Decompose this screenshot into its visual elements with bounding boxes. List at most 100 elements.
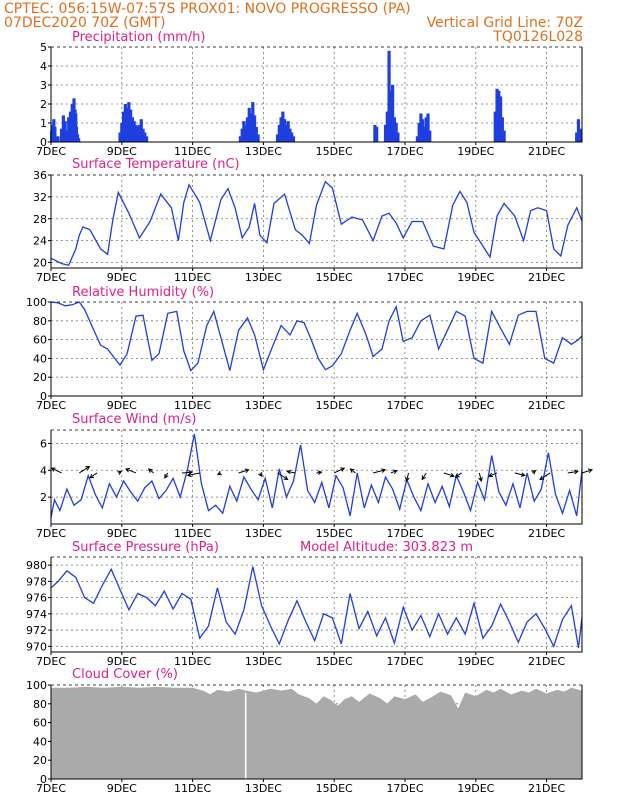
- humidity-xtick-label: 7DEC: [36, 399, 66, 412]
- wind-vector-head: [449, 472, 455, 478]
- temperature-ytick-label: 20: [33, 257, 47, 270]
- precip-bar: [123, 104, 127, 142]
- wind-xtick-label: 21DEC: [528, 527, 565, 540]
- pressure-panel: 970 972 974 976 978 980 7DEC 9DEC 11DEC 13DEC 15DE…: [26, 556, 583, 668]
- wind-vector-head: [258, 472, 263, 478]
- cloud-ytick-label: 60: [33, 717, 47, 730]
- wind-vector-head: [392, 469, 398, 475]
- wind-vector-head: [216, 470, 222, 476]
- cloud-ytick-label: 40: [33, 735, 47, 748]
- precip-ytick-label: 3: [40, 79, 47, 92]
- temperature-ytick-label: 24: [33, 235, 47, 248]
- precip-bar: [254, 126, 258, 142]
- temperature-panel: 20 24 28 32 36 7DEC 9DEC 11DEC 13DEC 15DEC 17DEC 19…: [33, 169, 583, 284]
- precip-bar: [421, 119, 425, 142]
- precip-bar: [118, 132, 122, 142]
- wind-vector-head: [421, 475, 426, 481]
- precip-bar: [291, 136, 296, 142]
- precip-bar: [288, 128, 292, 142]
- precip-bar: [63, 121, 67, 142]
- precip-bar: [139, 119, 143, 142]
- precip-bar: [419, 113, 423, 142]
- wind-vector-head: [587, 468, 593, 474]
- precip-bar: [383, 124, 388, 142]
- precip-bar: [394, 123, 398, 142]
- cloud-frame: [50, 685, 583, 780]
- cloud-xtick-label: 17DEC: [386, 782, 423, 795]
- precip-bar: [373, 124, 377, 142]
- precip-bar: [61, 115, 65, 142]
- precip-bar: [387, 50, 391, 142]
- pressure-xtick-label: 17DEC: [386, 655, 423, 668]
- cloud-xtick-label: 11DEC: [174, 782, 211, 795]
- precip-bar: [68, 111, 73, 142]
- cloud-xtick-label: 21DEC: [528, 782, 565, 795]
- humidity-xtick-label: 19DEC: [457, 399, 494, 412]
- wind-vector-head: [381, 468, 387, 473]
- precip-bar: [129, 109, 133, 142]
- cloud-ytick-label: 20: [33, 754, 47, 767]
- precip-xtick-label: 9DEC: [107, 145, 137, 158]
- precip-bar: [77, 138, 81, 142]
- pressure-frame: [50, 557, 583, 653]
- precip-bar: [244, 124, 248, 142]
- temperature-title: Surface Temperature (nC): [72, 157, 240, 172]
- precip-ytick-label: 5: [40, 41, 47, 54]
- wind-frame: [50, 430, 583, 525]
- pressure-ytick-label: 980: [26, 559, 47, 572]
- wind-vector-head: [117, 470, 123, 475]
- wind-vector: [277, 472, 288, 480]
- precip-ytick-label: 0: [40, 136, 47, 149]
- precip-xtick-label: 15DEC: [316, 145, 353, 158]
- humidity-ytick-label: 100: [26, 296, 47, 309]
- precip-bar: [424, 117, 428, 142]
- temperature-frame: [50, 175, 583, 269]
- wind-vector: [181, 471, 193, 474]
- precip-bar: [130, 117, 135, 142]
- wind-vector-head: [317, 470, 323, 475]
- precip-bar: [67, 117, 71, 142]
- temperature-xtick-label: 13DEC: [245, 271, 282, 284]
- precip-title: Precipitation (mm/h): [72, 30, 205, 45]
- header-model: TQ0126L028: [492, 29, 583, 45]
- header-grid-line: Vertical Grid Line: 70Z: [427, 15, 583, 31]
- wind-vector: [443, 472, 455, 477]
- wind-vector-head: [405, 476, 410, 483]
- precip-ytick-label: 1: [40, 117, 47, 130]
- cloud-xtick-label: 15DEC: [316, 782, 353, 795]
- precip-bar: [277, 124, 281, 142]
- precip-bar: [578, 128, 582, 142]
- wind-vector: [539, 472, 551, 480]
- cloud-cover-area: [51, 686, 582, 779]
- precip-bar: [256, 134, 260, 142]
- precip-bar: [389, 90, 393, 142]
- precip-bar: [60, 128, 64, 142]
- wind-xtick-label: 9DEC: [107, 527, 137, 540]
- precip-bar: [415, 136, 419, 142]
- precip-xtick-label: 17DEC: [386, 145, 423, 158]
- wind-title: Surface Wind (m/s): [72, 412, 196, 427]
- precip-bar: [245, 117, 250, 142]
- precip-bar: [136, 126, 140, 142]
- precip-xtick-label: 7DEC: [36, 145, 66, 158]
- header-line1: CPTEC: 056:15W-07:57S PROX01: NOVO PROGR…: [4, 1, 411, 17]
- wind-vector-head: [286, 469, 292, 475]
- cloud-ytick-label: 0: [40, 773, 47, 786]
- wind-vector: [238, 469, 249, 474]
- wind-vector: [478, 472, 482, 482]
- humidity-series-line: [50, 301, 583, 372]
- wind-vector: [406, 472, 410, 482]
- wind-vector: [51, 467, 62, 474]
- wind-panel: 2 4 6 7DEC 9DEC 11DEC 13DEC 15DEC 17DEC 19DEC 21DE…: [36, 429, 593, 540]
- temperature-xtick-label: 7DEC: [36, 271, 66, 284]
- precip-bar: [120, 123, 124, 142]
- temperature-series-line: [50, 180, 583, 267]
- precip-bar: [125, 107, 129, 142]
- wind-vector-head: [89, 473, 95, 479]
- precip-bar: [279, 117, 283, 142]
- precip-frame: [50, 47, 583, 143]
- humidity-xtick-label: 21DEC: [528, 399, 565, 412]
- precip-bar: [493, 111, 497, 142]
- precip-ytick-label: 2: [40, 98, 47, 111]
